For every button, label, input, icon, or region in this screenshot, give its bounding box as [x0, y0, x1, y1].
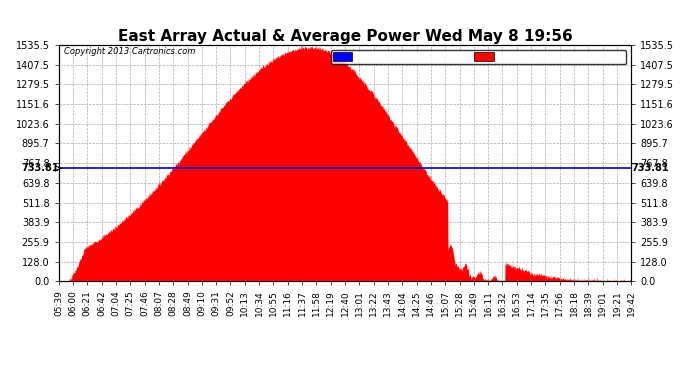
Text: 733.81: 733.81 [21, 164, 59, 173]
Legend: Average  (DC Watts), East Array  (DC Watts): Average (DC Watts), East Array (DC Watts… [331, 50, 627, 64]
Text: Copyright 2013 Cartronics.com: Copyright 2013 Cartronics.com [64, 47, 196, 56]
Text: 733.81: 733.81 [631, 164, 669, 173]
Title: East Array Actual & Average Power Wed May 8 19:56: East Array Actual & Average Power Wed Ma… [117, 29, 573, 44]
